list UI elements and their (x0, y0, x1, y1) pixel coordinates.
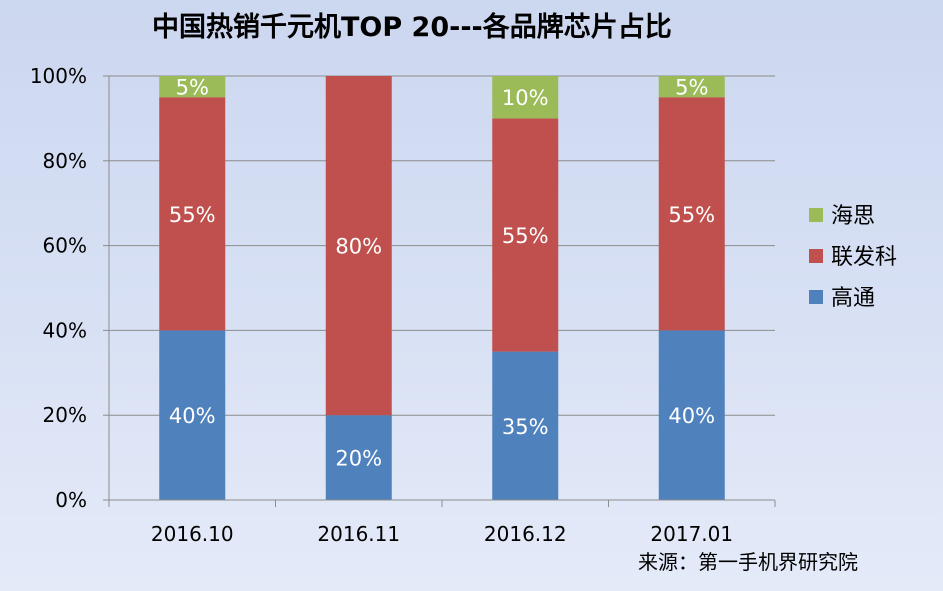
y-tick-label: 20% (43, 403, 87, 427)
x-tick-label: 2016.12 (484, 522, 567, 546)
y-tick-label: 40% (43, 318, 87, 342)
data-label: 80% (335, 235, 382, 259)
bar-segment (658, 97, 725, 331)
bar-segment (159, 76, 226, 98)
legend-label: 高通 (831, 286, 875, 311)
chart-title: 中国热销千元机TOP 20---各品牌芯片占比 (152, 11, 672, 43)
data-label: 10% (502, 86, 549, 110)
axes: 0% 20% 40% 60% 80% 100% 2016.10 2016.11 2016.12 2… (30, 64, 776, 546)
legend-swatch (809, 290, 823, 304)
data-label: 55% (668, 203, 715, 227)
x-tick-label: 2016.10 (151, 522, 234, 546)
legend-swatch (809, 249, 823, 263)
source-note: 来源：第一手机界研究院 (638, 550, 858, 574)
bar-segment (658, 76, 725, 98)
data-label: 55% (502, 224, 549, 248)
x-tick-label: 2017.01 (650, 522, 733, 546)
y-tick-label: 80% (43, 149, 87, 173)
data-label: 5% (675, 76, 708, 100)
legend-label: 联发科 (831, 245, 897, 270)
bar-segment (159, 97, 226, 331)
legend-swatch (809, 208, 823, 222)
y-tick-label: 100% (30, 64, 87, 88)
bar-segment (325, 415, 392, 500)
y-tick-label: 60% (43, 234, 87, 258)
data-label: 55% (169, 203, 216, 227)
x-tick-label: 2016.11 (317, 522, 400, 546)
legend-label: 海思 (831, 204, 875, 229)
data-label: 40% (668, 404, 715, 428)
data-label: 20% (335, 447, 382, 471)
y-tick-label: 0% (55, 488, 87, 512)
data-label: 35% (502, 415, 549, 439)
bar-segment (492, 118, 559, 352)
data-label: 5% (176, 76, 209, 100)
bar-segment (492, 76, 559, 119)
bar-segment (159, 330, 226, 500)
data-label: 40% (169, 404, 216, 428)
bar-segment (658, 330, 725, 500)
bars: 40% 55% 5% 20% 80% 35% 55% 10% 40% 55% 5% (159, 76, 725, 500)
bar-segment (492, 351, 559, 500)
bar-segment (325, 76, 392, 416)
